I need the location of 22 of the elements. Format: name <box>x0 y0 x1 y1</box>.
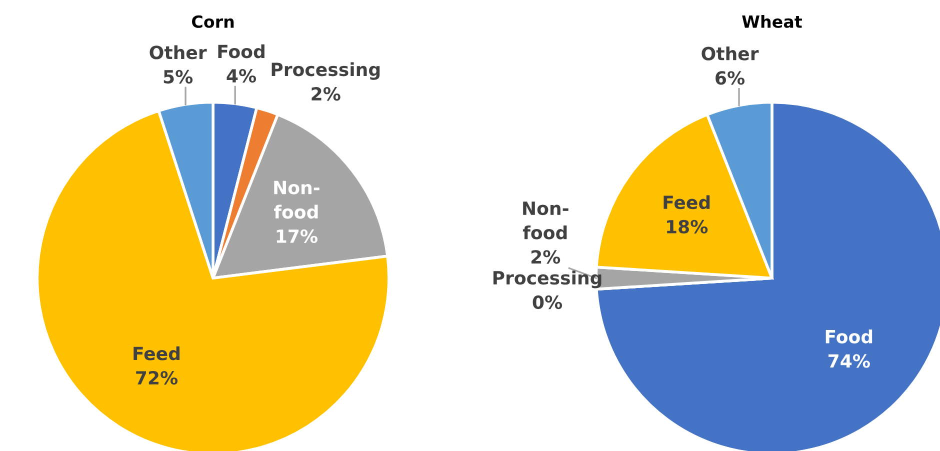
slice-label: Non-food <box>274 180 320 219</box>
data-label: 2% <box>531 250 560 264</box>
chart-title: Corn <box>192 15 234 28</box>
slice-label: Feed <box>664 195 710 210</box>
data-label: 5% <box>164 70 193 84</box>
data-label: 2% <box>312 87 340 101</box>
data-label: 6% <box>716 71 745 85</box>
slice-label: Food <box>826 329 872 344</box>
slice-label: Other <box>702 46 759 60</box>
chart-title: Wheat <box>742 15 802 28</box>
slice-label: Non-food <box>522 202 568 240</box>
slice-label: Processing <box>272 62 380 80</box>
slice-label: Other <box>150 45 207 60</box>
slice-label: Feed <box>134 346 180 360</box>
data-label: 4% <box>226 68 256 83</box>
data-label: 18% <box>667 220 708 234</box>
data-label: 74% <box>828 354 870 368</box>
data-label: 17% <box>276 229 318 244</box>
data-label: 72% <box>136 370 178 385</box>
text: 0% <box>532 295 562 310</box>
category-label: Processing <box>493 270 602 288</box>
slice-label: Food <box>218 44 264 58</box>
